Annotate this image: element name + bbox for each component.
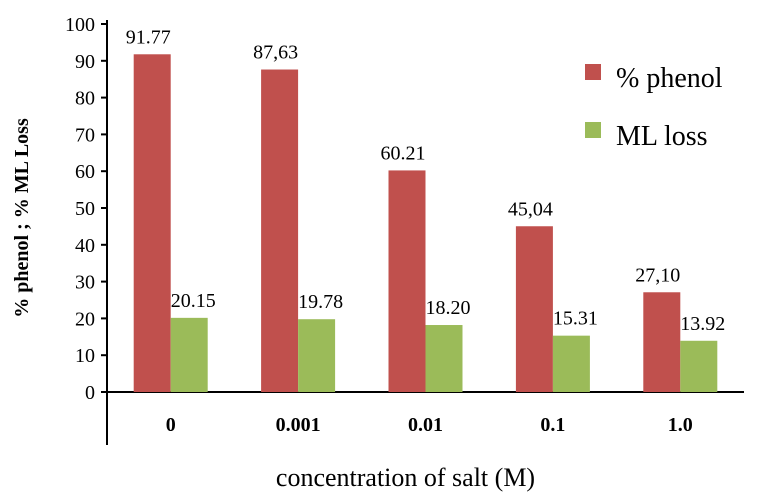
x-axis-title: concentration of salt (M) — [276, 463, 535, 492]
legend-swatch-ml-loss — [585, 122, 601, 138]
y-tick-label: 80 — [75, 88, 95, 110]
bar-ml-loss — [552, 335, 590, 392]
legend-label-phenol: % phenol — [616, 63, 723, 94]
data-label: 27,10 — [635, 264, 680, 286]
y-tick-label: 100 — [65, 14, 95, 36]
y-tick-label: 70 — [75, 124, 95, 146]
y-tick-label: 0 — [85, 382, 95, 404]
x-tick-label: 0.01 — [408, 414, 443, 436]
data-label: 15.31 — [553, 308, 598, 330]
data-label: 45,04 — [508, 198, 553, 220]
bar-phenol — [643, 292, 681, 392]
bar-ml-loss — [298, 319, 336, 392]
x-tick-label: 0.1 — [540, 414, 565, 436]
x-tick-label: 0 — [166, 414, 176, 436]
x-tick-label: 1.0 — [668, 414, 693, 436]
bar-phenol — [133, 54, 171, 392]
x-tick-label: 0.001 — [276, 414, 321, 436]
bar-ml-loss — [425, 325, 463, 392]
legend-label-ml-loss: ML loss — [616, 121, 708, 152]
y-tick-label: 30 — [75, 272, 95, 294]
bar-ml-loss — [680, 340, 718, 392]
bar-phenol — [515, 226, 553, 392]
y-tick-label: 40 — [75, 235, 95, 257]
y-tick-label: 60 — [75, 161, 95, 183]
y-tick-label: 90 — [75, 51, 95, 73]
data-label: 91.77 — [126, 26, 171, 48]
data-label: 18.20 — [426, 297, 471, 319]
legend: % phenol ML loss — [585, 63, 723, 152]
x-ticks: 0 0.001 0.01 0.1 1.0 — [166, 414, 693, 436]
data-label: 20.15 — [171, 290, 216, 312]
y-tick-label: 10 — [75, 345, 95, 367]
legend-swatch-phenol — [585, 64, 601, 80]
y-tick-label: 20 — [75, 308, 95, 330]
data-label: 87,63 — [253, 42, 298, 64]
data-label: 19.78 — [298, 291, 343, 313]
y-axis-title: % phenol ; % ML Loss — [11, 118, 33, 318]
data-label: 13.92 — [680, 313, 725, 335]
bars — [133, 54, 718, 392]
y-tick-label: 50 — [75, 198, 95, 220]
bar-phenol — [261, 69, 299, 392]
data-label: 60.21 — [381, 142, 426, 164]
y-ticks: 0 10 20 30 40 50 60 70 80 90 100 — [65, 14, 107, 404]
bar-ml-loss — [170, 317, 208, 392]
data-labels: 91.77 87,63 60.21 45,04 27,10 20.15 19.78 18.20… — [126, 26, 726, 334]
bar-phenol — [388, 170, 426, 392]
